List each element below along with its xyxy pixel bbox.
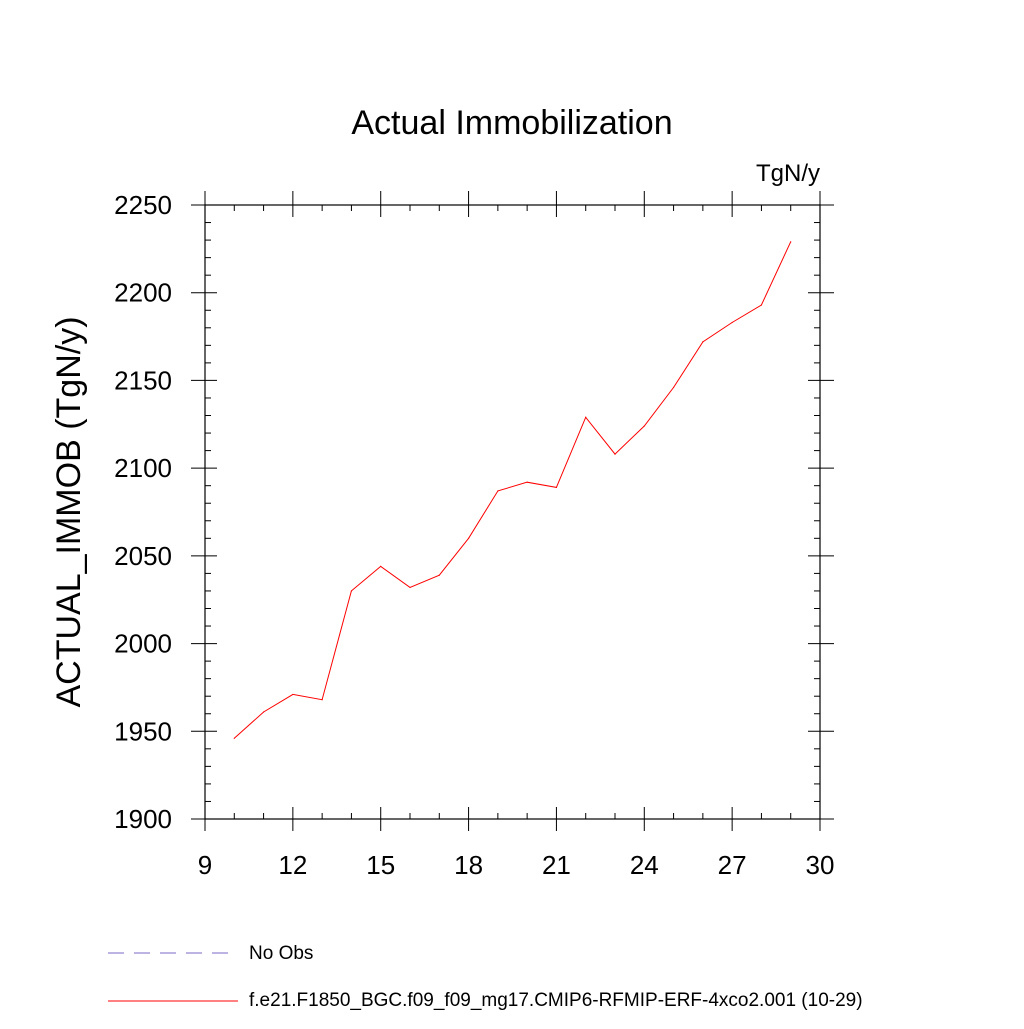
data-point <box>497 490 499 492</box>
axis-tick-labels: 9 12 15 18 21 24 27 30 1900 1950 2000 2050 2100 2150 2… <box>114 190 834 880</box>
series-layer <box>233 241 792 739</box>
y-tick-label: 2250 <box>114 190 172 220</box>
legend-label-no-obs: No Obs <box>249 943 313 964</box>
x-tick-label: 21 <box>542 850 571 880</box>
x-tick-label: 12 <box>278 850 307 880</box>
data-point <box>555 486 558 489</box>
data-point <box>438 574 440 576</box>
x-tick-label: 15 <box>366 850 395 880</box>
y-tick-label: 2100 <box>114 453 172 483</box>
data-point <box>262 711 265 713</box>
data-point <box>350 590 353 592</box>
data-point <box>467 537 470 539</box>
data-point <box>614 453 616 455</box>
legend-label-model-run: f.e21.F1850_BGC.f09_f09_mg17.CMIP6-RFMIP… <box>249 990 863 1011</box>
data-point <box>292 693 294 696</box>
x-tick-label: 27 <box>718 850 747 880</box>
x-tick-label: 18 <box>454 850 483 880</box>
data-point <box>672 386 675 389</box>
y-axis-label: ACTUAL_IMMOB (TgN/y) <box>50 316 88 707</box>
data-point <box>321 699 323 701</box>
y-tick-label: 2200 <box>114 278 172 308</box>
y-tick-label: 1900 <box>114 804 172 834</box>
y-tick-label: 2000 <box>114 629 172 659</box>
plot-frame <box>204 204 821 820</box>
data-point <box>233 737 235 739</box>
chart-title: Actual Immobilization <box>351 104 672 142</box>
data-point <box>790 241 792 243</box>
data-point <box>380 565 382 567</box>
axis-ticks <box>191 191 834 831</box>
x-tick-label: 9 <box>198 850 212 880</box>
series-line-0 <box>233 241 792 739</box>
data-point <box>702 341 704 343</box>
x-tick-label: 24 <box>630 850 659 880</box>
data-point <box>731 321 733 324</box>
data-point <box>409 586 411 589</box>
legend: No Obs f.e21.F1850_BGC.f09_f09_mg17.CMIP… <box>108 943 863 1011</box>
data-point <box>643 425 645 427</box>
y-tick-label: 2150 <box>114 365 172 395</box>
data-point <box>585 416 587 418</box>
units-label: TgN/y <box>756 160 820 187</box>
data-point <box>760 304 763 306</box>
x-tick-label: 30 <box>806 850 835 880</box>
data-point <box>526 481 528 483</box>
y-tick-label: 1950 <box>114 716 172 746</box>
y-tick-label: 2050 <box>114 541 172 571</box>
